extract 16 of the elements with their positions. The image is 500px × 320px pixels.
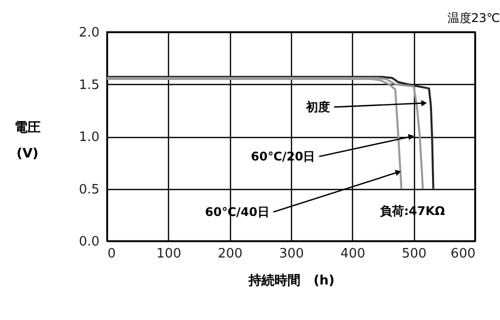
x-tick-label: 600 xyxy=(450,246,476,262)
y-tick-label: 0.5 xyxy=(78,182,100,198)
x-tick-label: 100 xyxy=(156,246,182,262)
x-tick-label: 200 xyxy=(218,246,243,262)
x-axis-title: 持続時間 (h) xyxy=(247,274,335,288)
x-tick-label: 500 xyxy=(402,246,427,262)
y-tick-label: 2.0 xyxy=(78,26,100,40)
y-tick-label: 1.5 xyxy=(78,78,100,93)
x-tick-label: 0 xyxy=(108,246,116,262)
y-axis-title: 電圧 (V) xyxy=(14,120,40,162)
y-tick-label: 1.0 xyxy=(78,130,100,145)
y-tick-label: 0.0 xyxy=(78,234,100,250)
x-tick-label: 300 xyxy=(279,246,304,262)
text: 温度23℃ xyxy=(447,11,500,25)
x-tick-label: 400 xyxy=(340,246,366,262)
annotation: 初度 xyxy=(305,100,330,114)
